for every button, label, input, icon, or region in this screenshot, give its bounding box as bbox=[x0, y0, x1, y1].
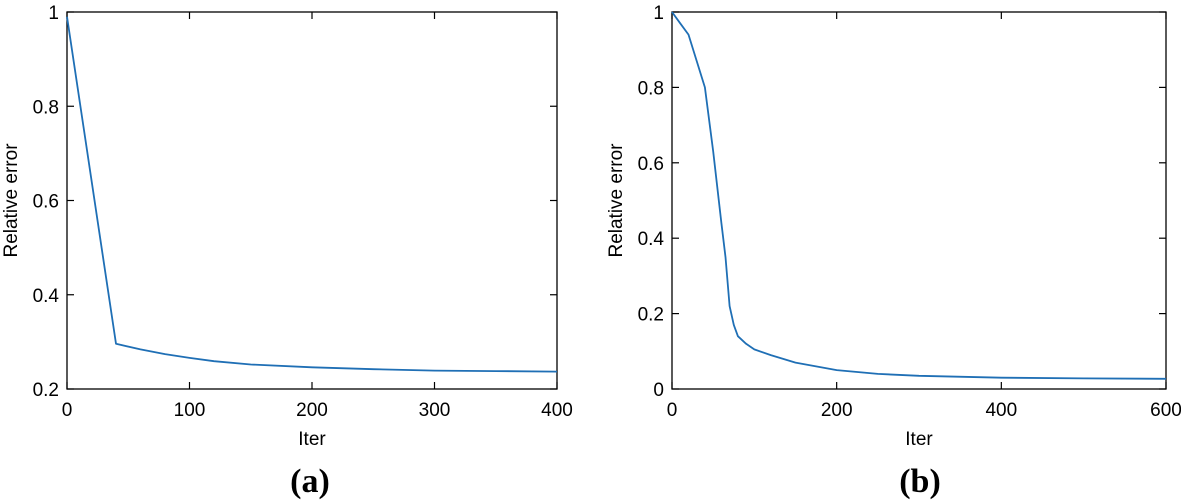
x-tick-label: 600 bbox=[1150, 400, 1181, 421]
x-tick-label: 300 bbox=[419, 400, 451, 421]
x-tick-label: 100 bbox=[174, 400, 206, 421]
panel-label: (b) bbox=[899, 463, 941, 500]
x-tick-label: 400 bbox=[541, 400, 573, 421]
plot-frame bbox=[671, 11, 1167, 390]
y-tick-label: 0.4 bbox=[638, 229, 665, 250]
plot-frame bbox=[66, 11, 558, 390]
x-axis-label: Iter bbox=[905, 429, 933, 450]
y-tick-label: 0.6 bbox=[638, 154, 664, 175]
x-tick-label: 0 bbox=[62, 400, 73, 421]
x-tick-label: 400 bbox=[985, 400, 1017, 421]
x-axis-label: Iter bbox=[298, 429, 326, 450]
y-tick-label: 0.2 bbox=[638, 305, 664, 326]
y-tick-label: 0.6 bbox=[33, 192, 59, 213]
y-axis-label: Relative error bbox=[1, 143, 22, 258]
panel-label: (a) bbox=[290, 463, 330, 500]
x-tick-label: 0 bbox=[667, 400, 678, 421]
series-line bbox=[66, 16, 558, 373]
y-tick-label: 1 bbox=[48, 3, 59, 24]
y-tick-label: 0.8 bbox=[33, 97, 59, 118]
x-tick-label: 200 bbox=[821, 400, 853, 421]
y-tick-label: 0.2 bbox=[33, 380, 59, 401]
y-tick-label: 0.4 bbox=[33, 286, 60, 307]
y-tick-label: 0.8 bbox=[638, 78, 664, 99]
y-tick-label: 1 bbox=[653, 3, 664, 24]
chart-panel-a: 0 100 200 300 400 0.2 0.4 0.6 0.8 1 Iter Relative e… bbox=[1, 3, 573, 500]
y-axis-label: Relative error bbox=[606, 143, 627, 258]
y-tick-label: 0 bbox=[653, 380, 664, 401]
chart-panel-b: 0 200 400 600 0 0.2 0.4 0.6 0.8 1 Iter Relative err… bbox=[606, 3, 1181, 500]
x-tick-label: 200 bbox=[296, 400, 328, 421]
series-line bbox=[671, 11, 1167, 380]
